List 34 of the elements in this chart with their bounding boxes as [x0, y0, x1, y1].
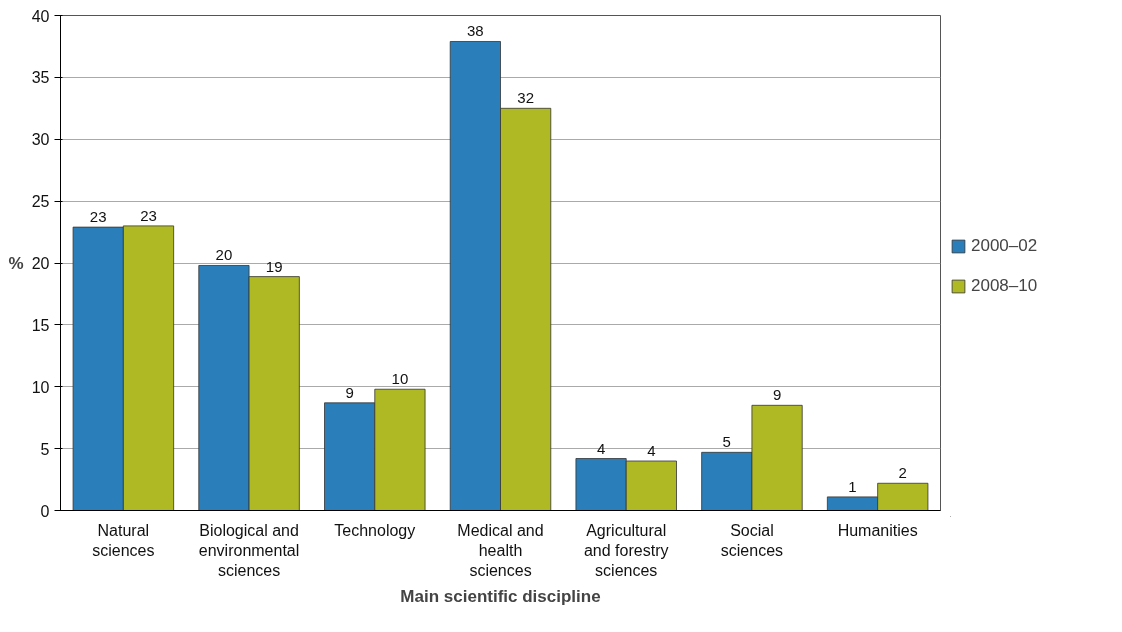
legend-label: 2008–10 [971, 275, 1038, 296]
y-tick-label: 30 [31, 131, 50, 149]
x-tick-label: Natural sciences [92, 521, 155, 559]
data-label: 23 [140, 206, 157, 224]
data-label: 9 [772, 386, 782, 404]
data-label: 2 [898, 464, 907, 482]
y-tick-label: 35 [31, 69, 50, 87]
x-tick-label: Technology [334, 521, 416, 539]
data-label: 38 [467, 22, 484, 40]
y-tick-label: 0 [40, 502, 50, 520]
x-tick-label: Biological and environmental sciences [198, 521, 300, 580]
y-tick-label: 15 [31, 316, 50, 334]
data-label: 19 [265, 257, 283, 275]
data-label: 10 [391, 370, 409, 388]
data-label: 20 [215, 246, 233, 264]
data-label: 9 [345, 383, 354, 401]
data-label: 32 [517, 89, 534, 107]
y-tick-label: 20 [31, 255, 50, 272]
y-tick-label: 25 [31, 193, 50, 211]
x-tick-label: Humanities [837, 521, 918, 539]
x-tick-label: Agricultural and forestry sciences [583, 521, 669, 580]
y-axis-title: % [8, 253, 24, 273]
data-label: 5 [722, 433, 731, 451]
x-tick-label: Social sciences [720, 521, 784, 559]
data-label: 1 [848, 477, 857, 495]
data-label: 4 [596, 439, 606, 457]
y-tick-label: 5 [40, 440, 50, 458]
y-tick-label: 40 [31, 7, 50, 25]
x-axis-title: Main scientific discipline [400, 587, 601, 607]
legend-label: 2000–02 [971, 235, 1038, 256]
x-tick-label: Medical and health sciences [457, 521, 544, 580]
y-tick-label: 10 [31, 378, 50, 396]
data-label: 4 [647, 442, 656, 459]
data-label: 23 [89, 208, 107, 226]
